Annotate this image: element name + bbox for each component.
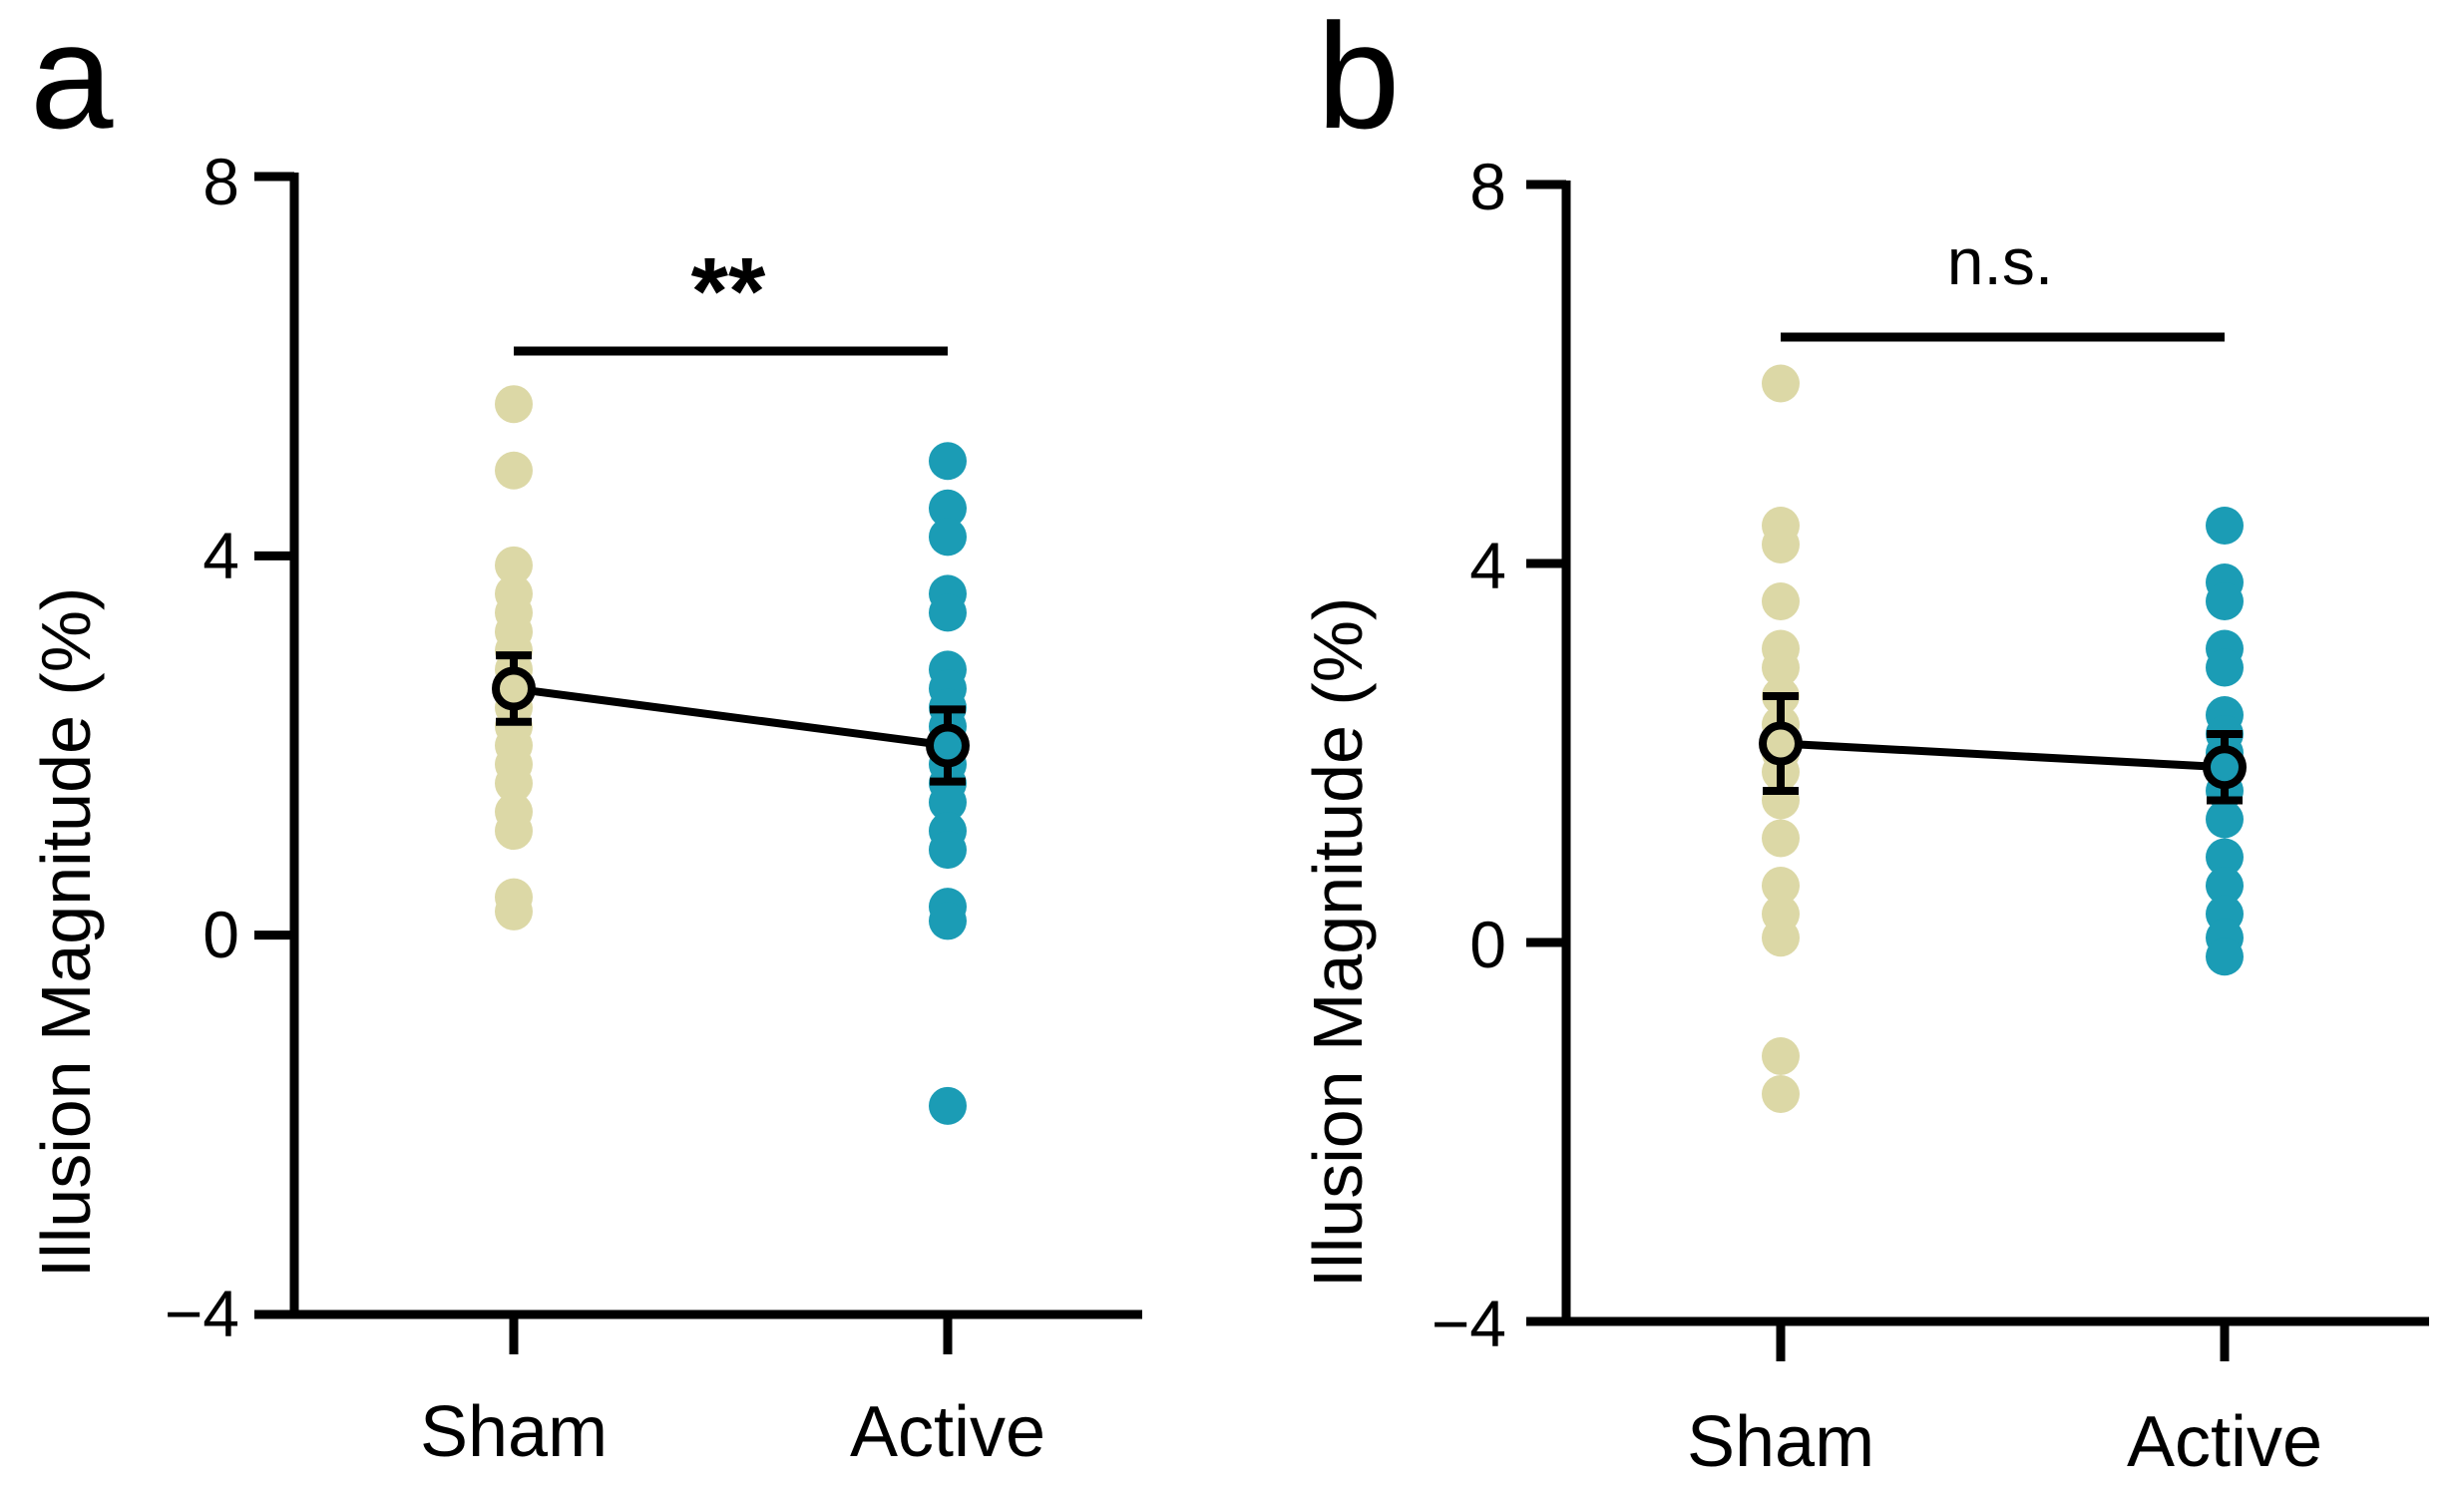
- data-point-active: [929, 1086, 967, 1125]
- data-point-active: [2206, 800, 2244, 839]
- significance-label: **: [691, 238, 766, 345]
- data-point-sham: [495, 812, 533, 851]
- data-point-sham: [1762, 582, 1800, 620]
- data-point-sham: [495, 764, 533, 803]
- data-point-active: [929, 593, 967, 632]
- mean-line: [513, 684, 949, 750]
- y-tick-label: 0: [203, 898, 239, 971]
- data-point-sham: [495, 892, 533, 931]
- data-point-sham: [1762, 919, 1800, 957]
- data-point-active: [929, 518, 967, 557]
- data-point-sham: [495, 546, 533, 584]
- y-axis-title: Illusion Magnitude (%): [27, 587, 105, 1279]
- data-point-active: [929, 783, 967, 822]
- mean-line: [1780, 739, 2226, 772]
- y-tick-label: 8: [203, 145, 239, 218]
- y-tick-labels: 8 4 0 −4: [1432, 150, 1506, 1360]
- data-point-sham: [1762, 526, 1800, 563]
- y-tick-labels: 8 4 0 −4: [165, 145, 239, 1350]
- significance-label: n.s.: [1947, 224, 2053, 298]
- mean-marker-sham: [492, 666, 536, 711]
- data-point-sham: [1762, 1075, 1800, 1113]
- y-tick-label: 4: [1469, 529, 1506, 602]
- mean-marker-sham: [1759, 721, 1803, 766]
- y-tick-label: 4: [203, 519, 239, 592]
- x-category-label: Sham: [420, 1392, 608, 1472]
- mean-marker-active: [2203, 745, 2247, 790]
- data-point-sham: [495, 385, 533, 424]
- x-category-label: Active: [2127, 1402, 2322, 1482]
- data-point-active: [929, 831, 967, 870]
- y-tick-label: −4: [1432, 1287, 1506, 1360]
- chart-marks: [1526, 180, 2429, 1361]
- data-point-sham: [1762, 819, 1800, 858]
- chart-marks: [254, 172, 1142, 1354]
- data-point-sham: [495, 451, 533, 490]
- x-category-label: Sham: [1687, 1402, 1874, 1482]
- data-point-active: [2206, 507, 2244, 545]
- data-point-active: [2206, 867, 2244, 905]
- mean-marker-active: [926, 723, 970, 768]
- data-point-sham: [1762, 867, 1800, 905]
- panel-letter: b: [1317, 0, 1400, 160]
- data-point-active: [2206, 582, 2244, 620]
- panel-a: a Illusion Magnitude (%) 8 4 0 −4 Sham A…: [27, 0, 1142, 1472]
- data-point-sham: [1762, 648, 1800, 687]
- y-tick-label: 8: [1469, 150, 1506, 223]
- panel-letter: a: [30, 0, 114, 160]
- data-point-active: [2206, 648, 2244, 687]
- panel-b: b Illusion Magnitude (%) 8 4 0 −4 Sham A…: [1299, 0, 2429, 1482]
- x-category-label: Active: [850, 1392, 1045, 1472]
- data-point-active: [2206, 937, 2244, 976]
- data-point-sham: [1762, 364, 1800, 403]
- data-point-active: [929, 489, 967, 528]
- y-tick-label: −4: [165, 1277, 239, 1350]
- data-point-sham: [1762, 1037, 1800, 1075]
- y-tick-label: 0: [1469, 908, 1506, 981]
- y-axis-title: Illusion Magnitude (%): [1299, 597, 1377, 1289]
- data-point-active: [929, 902, 967, 940]
- data-point-active: [2206, 838, 2244, 877]
- data-point-active: [929, 442, 967, 481]
